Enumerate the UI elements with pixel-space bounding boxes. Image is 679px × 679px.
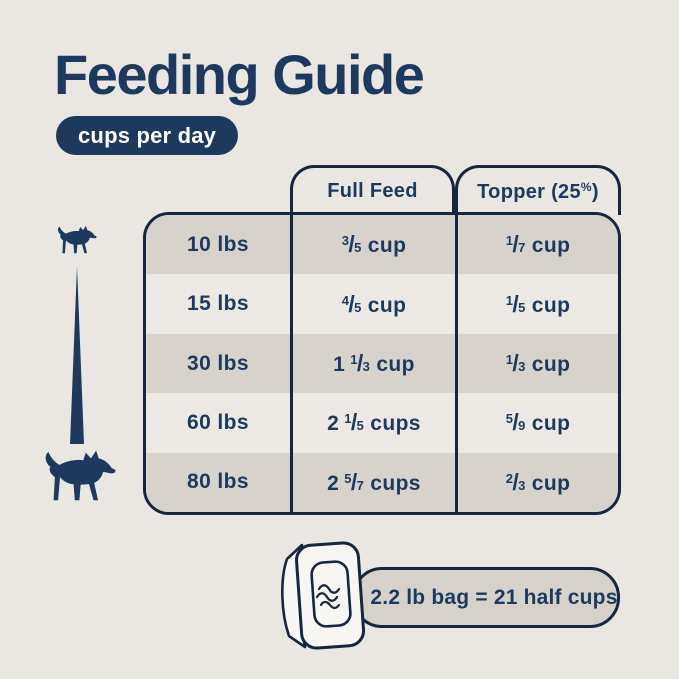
fraction-value: 1/5 cup [505,290,571,317]
topper-cell: 5/9 cup [455,393,618,453]
fraction-value: 2 5/7 cups [327,468,421,495]
weight-cell: 80 lbs [187,470,249,494]
food-bag-icon [281,541,366,650]
table-row: 15 lbs 4/5 cup 1/5 cup [146,274,618,334]
weight-cell: 10 lbs [187,232,249,256]
tab-topper: Topper (25%) [455,165,621,215]
full-feed-cell: 1 1/3 cup [290,333,455,394]
feeding-table: 10 lbs 3/5 cup 1/7 cup 15 lbs 4/5 cup 1/5 cu… [143,212,621,515]
large-dog-icon [45,450,116,501]
full-feed-cell: 4/5 cup [290,274,455,334]
cups-per-day-badge: cups per day [56,116,239,155]
fraction-value: 5/9 cup [505,409,571,436]
table-row: 80 lbs 2 5/7 cups 2/3 cup [146,452,618,512]
weight-cell: 15 lbs [187,292,249,316]
small-dog-icon [58,225,97,254]
topper-cell: 1/7 cup [455,215,618,275]
bag-note-pill: 2.2 lb bag = 21 half cups [352,567,620,628]
table-row: 30 lbs 1 1/3 cup 1/3 cup [146,333,618,394]
fraction-value: 1/3 cup [505,350,571,377]
fraction-value: 4/5 cup [341,290,407,317]
full-feed-cell: 2 1/5 cups [290,393,455,453]
page-title: Feeding Guide [54,43,425,106]
topper-header-label: Topper (25%) [477,179,599,203]
fraction-value: 1/7 cup [505,231,571,258]
full-feed-cell: 3/5 cup [290,215,455,275]
size-scale-wedge [70,266,84,444]
fraction-value: 3/5 cup [341,231,407,258]
percent-superscript: % [580,179,592,194]
bag-note-text: 2.2 lb bag = 21 half cups [370,585,618,609]
topper-cell: 1/3 cup [455,333,618,394]
tab-full-feed: Full Feed [290,165,455,215]
fraction-value: 2/3 cup [505,468,571,495]
full-feed-cell: 2 5/7 cups [290,452,455,512]
fraction-value: 2 1/5 cups [327,409,421,436]
topper-cell: 2/3 cup [455,452,618,512]
topper-cell: 1/5 cup [455,274,618,334]
weight-cell: 60 lbs [187,410,249,434]
fraction-value: 1 1/3 cup [333,350,415,377]
weight-cell: 30 lbs [187,351,249,375]
table-row: 60 lbs 2 1/5 cups 5/9 cup [146,393,618,453]
badge-label: cups per day [78,122,217,148]
full-feed-header-label: Full Feed [327,180,418,202]
table-row: 10 lbs 3/5 cup 1/7 cup [146,215,618,275]
